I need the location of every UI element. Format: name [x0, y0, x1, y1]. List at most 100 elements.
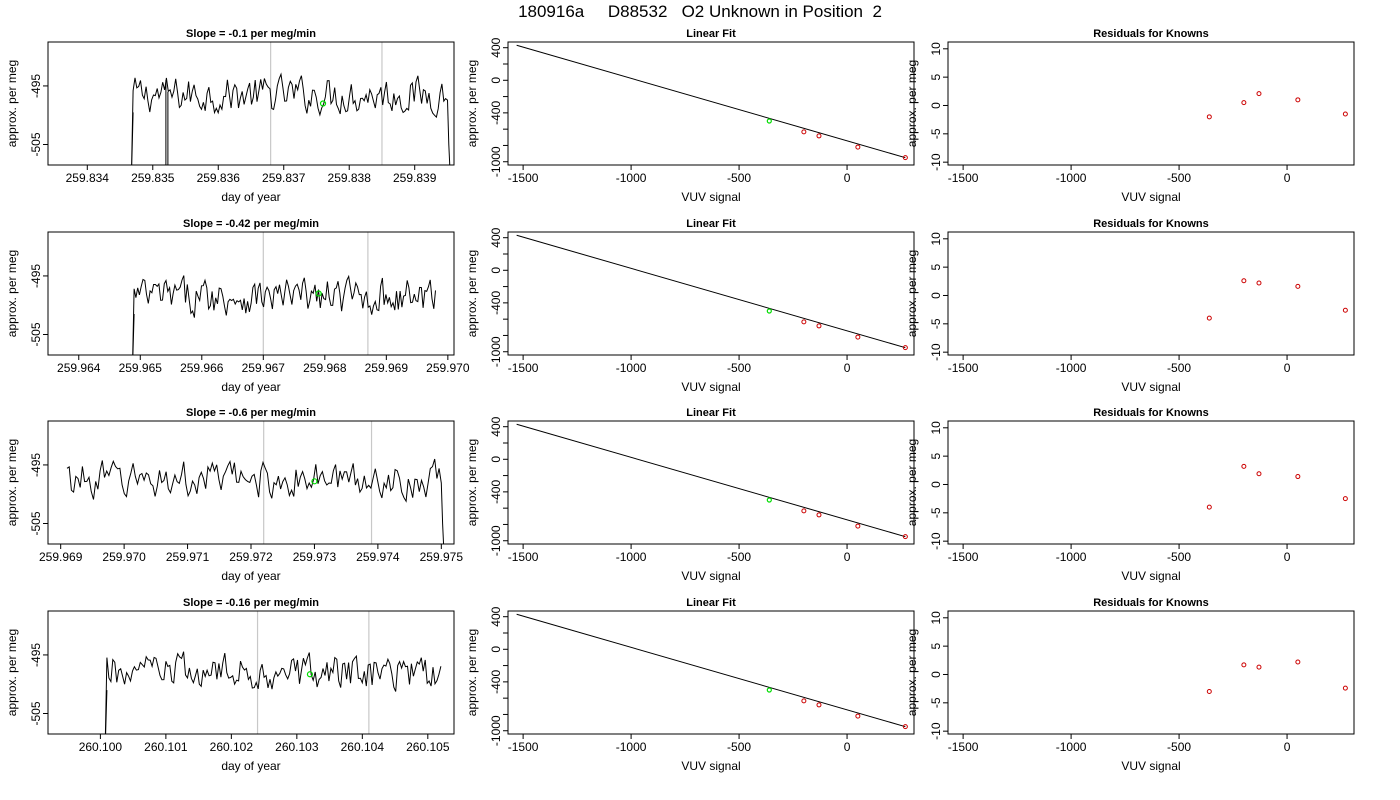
panel-title: Residuals for Knowns — [1093, 28, 1209, 40]
plot-frame — [947, 420, 1355, 545]
y-axis-label: approx. per meg — [465, 439, 479, 526]
y-tick-label: -1000 — [489, 715, 503, 746]
y-tick-label: -5 — [929, 697, 943, 708]
plot-frame — [507, 420, 915, 545]
known-point — [1256, 280, 1262, 286]
plot-frame — [947, 610, 1355, 735]
x-tick-label: 259.834 — [66, 171, 110, 185]
unknown-marker — [306, 671, 314, 678]
plot-frame — [47, 610, 455, 735]
known-point — [816, 512, 822, 518]
y-tick-label: -5 — [929, 128, 943, 139]
y-tick-label: 0 — [489, 77, 503, 84]
known-point — [902, 534, 908, 540]
x-tick-label: 0 — [1284, 550, 1291, 564]
unknown-point — [766, 308, 772, 314]
x-axis-label: VUV signal — [1121, 380, 1180, 394]
known-point — [1206, 504, 1212, 510]
x-axis-label: VUV signal — [1121, 759, 1180, 773]
y-tick-label: -505 — [29, 132, 43, 156]
panel-title: Slope = -0.1 per meg/min — [186, 28, 316, 40]
unknown-marker — [315, 290, 322, 297]
known-point — [816, 702, 822, 708]
known-point — [1206, 114, 1212, 120]
x-tick-label: -500 — [727, 550, 751, 564]
known-point — [1295, 659, 1301, 665]
known-point — [801, 508, 807, 514]
x-tick-label: 260.102 — [210, 740, 254, 754]
x-tick-label: 259.973 — [293, 550, 337, 564]
x-tick-label: 259.969 — [365, 361, 409, 375]
y-tick-label: -505 — [29, 511, 43, 535]
y-tick-label: -505 — [29, 322, 43, 346]
y-tick-label: 0 — [929, 481, 943, 488]
known-point — [1241, 463, 1247, 469]
x-tick-label: -1000 — [1056, 740, 1087, 754]
y-tick-label: 0 — [489, 646, 503, 653]
x-tick-label: -500 — [727, 171, 751, 185]
y-tick-label: -10 — [929, 722, 943, 740]
y-axis-label: approx. per meg — [5, 629, 19, 716]
x-tick-label: 0 — [1284, 361, 1291, 375]
fit-line — [516, 234, 906, 349]
unknown-marker — [311, 478, 318, 485]
y-tick-label: -495 — [29, 74, 43, 98]
x-tick-label: 259.964 — [57, 361, 101, 375]
x-tick-label: 259.837 — [262, 171, 306, 185]
x-tick-label: 259.974 — [356, 550, 400, 564]
y-tick-label: 400 — [489, 37, 503, 57]
y-tick-label: 10 — [929, 611, 943, 625]
y-axis-label: approx. per meg — [5, 250, 19, 337]
panel-title: Linear Fit — [686, 407, 736, 419]
known-point — [1342, 496, 1348, 502]
y-tick-label: 10 — [929, 42, 943, 56]
x-tick-label: -500 — [1167, 740, 1191, 754]
data-trace — [66, 458, 445, 544]
fit-line — [516, 613, 906, 728]
x-tick-label: 0 — [844, 740, 851, 754]
y-tick-label: 5 — [929, 452, 943, 459]
x-tick-label: 260.105 — [406, 740, 450, 754]
y-tick-label: -400 — [489, 291, 503, 315]
x-tick-label: -1000 — [1056, 550, 1087, 564]
y-tick-label: 5 — [929, 642, 943, 649]
x-axis-label: VUV signal — [681, 190, 740, 204]
y-tick-label: -5 — [929, 507, 943, 518]
x-tick-label: 259.835 — [131, 171, 175, 185]
unknown-point — [766, 118, 772, 124]
known-point — [1342, 111, 1348, 117]
panel-title: Residuals for Knowns — [1093, 597, 1209, 609]
known-point — [1206, 688, 1212, 694]
y-tick-label: 400 — [489, 227, 503, 247]
y-axis-label: approx. per meg — [905, 439, 919, 526]
known-point — [1241, 662, 1247, 668]
x-tick-label: 259.971 — [166, 550, 210, 564]
x-tick-label: 0 — [1284, 171, 1291, 185]
y-tick-label: -400 — [489, 670, 503, 694]
panel-title: Slope = -0.16 per meg/min — [183, 597, 319, 609]
known-point — [902, 724, 908, 730]
plot-frame — [947, 231, 1355, 356]
x-tick-label: -1500 — [948, 171, 979, 185]
y-tick-label: 400 — [489, 416, 503, 436]
plot-frame — [507, 610, 915, 735]
known-point — [816, 323, 822, 329]
x-axis-label: day of year — [221, 569, 280, 583]
x-axis-label: VUV signal — [681, 380, 740, 394]
known-point — [1256, 664, 1262, 670]
plot-frame — [47, 41, 455, 166]
x-tick-label: -1500 — [508, 361, 539, 375]
y-axis-label: approx. per meg — [465, 250, 479, 337]
known-point — [1295, 474, 1301, 480]
known-point — [902, 155, 908, 161]
known-point — [1295, 283, 1301, 289]
plot-frame — [47, 231, 455, 356]
y-tick-label: -10 — [929, 532, 943, 550]
known-point — [855, 334, 861, 340]
x-tick-label: -1500 — [508, 740, 539, 754]
panel-title: Slope = -0.6 per meg/min — [186, 407, 316, 419]
unknown-point — [766, 497, 772, 503]
known-point — [1256, 91, 1262, 97]
x-tick-label: -500 — [727, 361, 751, 375]
data-trace — [104, 651, 442, 734]
